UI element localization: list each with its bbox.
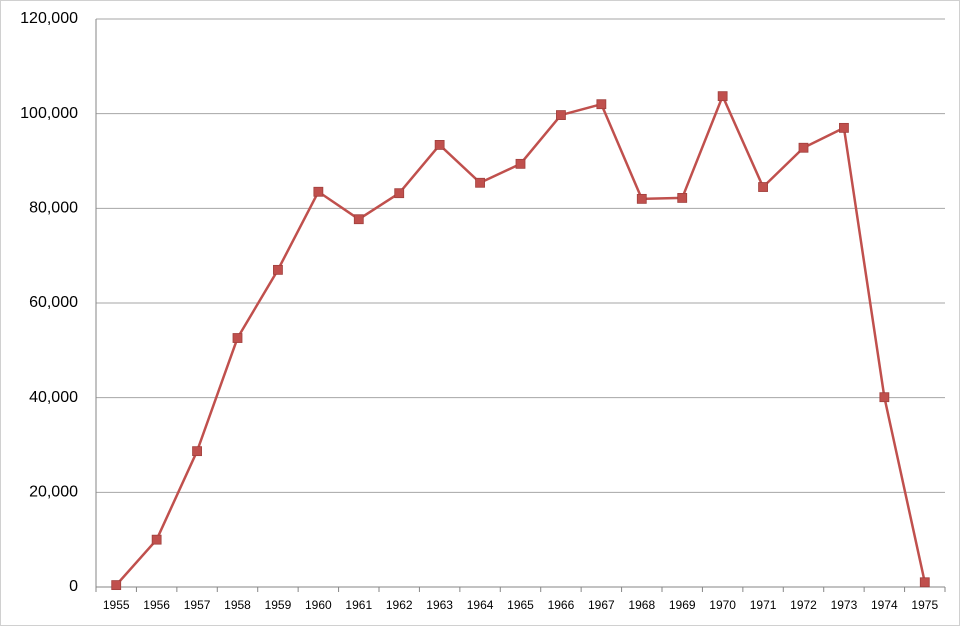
marker [434, 140, 445, 150]
x-tick-label: 1970 [709, 598, 736, 612]
x-tick-label: 1963 [426, 598, 453, 612]
marker [394, 188, 405, 199]
marker [677, 193, 688, 203]
marker [313, 186, 324, 197]
x-tick-label: 1961 [345, 598, 372, 612]
x-tick-label: 1956 [143, 598, 170, 612]
marker [556, 110, 566, 120]
marker [919, 577, 930, 588]
x-tick-label: 1968 [628, 598, 655, 612]
y-tick-label: 0 [69, 578, 78, 595]
x-tick-label: 1971 [750, 598, 777, 612]
marker [636, 193, 647, 204]
x-tick-label: 1965 [507, 598, 534, 612]
x-tick-label: 1969 [669, 598, 696, 612]
marker [717, 91, 728, 102]
marker [596, 99, 607, 110]
marker [798, 142, 809, 153]
marker [111, 580, 122, 591]
x-tick-label: 1962 [386, 598, 413, 612]
x-tick-label: 1972 [790, 598, 817, 612]
marker [515, 158, 526, 169]
y-tick-label: 80,000 [29, 200, 78, 217]
marker [879, 392, 890, 403]
x-tick-label: 1975 [911, 598, 938, 612]
marker [758, 182, 768, 192]
x-tick-label: 1967 [588, 598, 615, 612]
marker [232, 333, 243, 343]
marker [273, 264, 283, 275]
y-tick-label: 120,000 [20, 10, 78, 27]
x-tick-label: 1960 [305, 598, 332, 612]
marker [839, 122, 849, 133]
y-tick-label: 20,000 [29, 484, 78, 501]
y-tick-label: 100,000 [20, 105, 78, 122]
x-tick-label: 1957 [184, 598, 211, 612]
x-tick-label: 1974 [871, 598, 898, 612]
x-tick-label: 1966 [548, 598, 575, 612]
x-tick-label: 1964 [467, 598, 494, 612]
x-tick-label: 1959 [265, 598, 292, 612]
marker [151, 534, 162, 545]
y-tick-label: 60,000 [29, 294, 78, 311]
marker [475, 177, 485, 188]
x-tick-label: 1973 [831, 598, 858, 612]
x-tick-label: 1958 [224, 598, 251, 612]
marker [192, 446, 202, 457]
y-tick-label: 40,000 [29, 389, 78, 406]
marker [353, 214, 364, 225]
x-tick-label: 1955 [103, 598, 130, 612]
